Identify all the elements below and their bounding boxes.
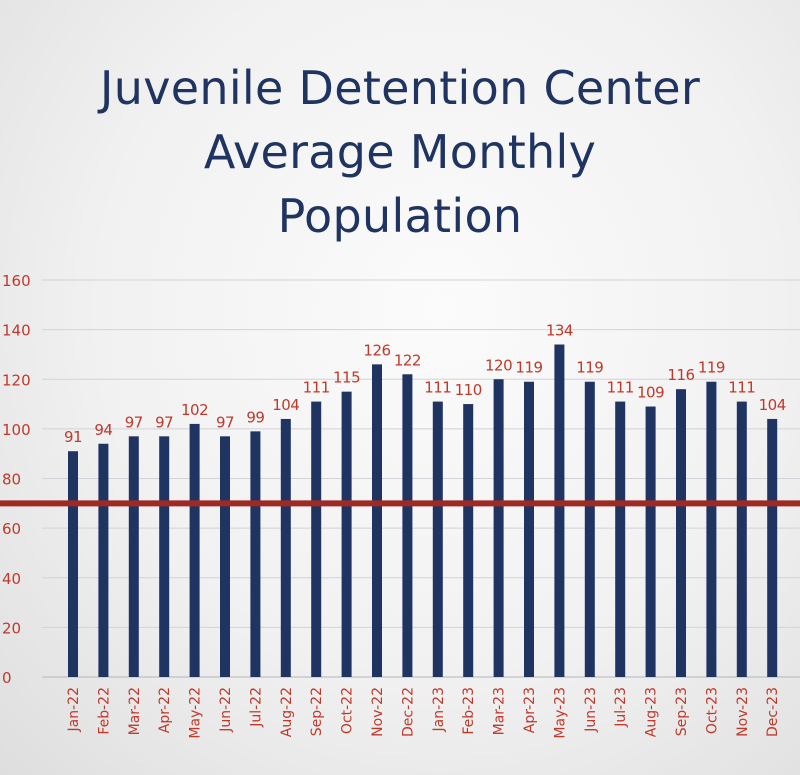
gridlines bbox=[42, 279, 800, 678]
data-label: 110 bbox=[455, 381, 482, 399]
y-tick-label: 20 bbox=[2, 619, 21, 637]
x-tick-label: Oct-22 bbox=[340, 687, 356, 734]
y-tick-label: 80 bbox=[2, 471, 21, 489]
x-tick-label: Apr-22 bbox=[157, 687, 173, 733]
x-tick-label: Sep-23 bbox=[674, 687, 690, 736]
data-label: 111 bbox=[728, 379, 755, 397]
bar bbox=[463, 404, 474, 677]
bar bbox=[767, 418, 778, 677]
bar bbox=[402, 374, 413, 677]
data-label: 116 bbox=[667, 366, 694, 384]
data-label: 97 bbox=[125, 413, 143, 431]
data-label: 115 bbox=[333, 369, 360, 387]
data-label: 111 bbox=[303, 379, 330, 397]
x-tick-label: Mar-23 bbox=[492, 687, 508, 735]
y-tick-label: 60 bbox=[2, 520, 21, 538]
chart-title-line-2: Average Monthly bbox=[203, 125, 597, 179]
bar bbox=[615, 401, 626, 677]
data-label: 97 bbox=[216, 413, 234, 431]
bar bbox=[280, 418, 291, 677]
data-label: 94 bbox=[94, 421, 112, 439]
data-label: 120 bbox=[485, 356, 512, 374]
y-tick-label: 100 bbox=[2, 421, 31, 439]
x-tick-label: Jun-23 bbox=[583, 687, 599, 733]
x-tick-label: Sep-22 bbox=[309, 687, 325, 736]
x-tick-label: May-22 bbox=[188, 687, 204, 739]
x-tick-label: Jul-22 bbox=[248, 687, 264, 728]
bar bbox=[676, 389, 686, 677]
data-label: 122 bbox=[394, 351, 421, 369]
x-tick-label: Dec-23 bbox=[765, 687, 781, 737]
y-axis: 0 20 40 60 80 100 120 140 160 bbox=[2, 272, 31, 687]
data-label: 99 bbox=[246, 408, 264, 426]
data-label: 104 bbox=[272, 396, 299, 414]
bar bbox=[584, 381, 595, 677]
bar bbox=[220, 436, 230, 677]
x-tick-label: Jan-23 bbox=[431, 687, 447, 732]
bar bbox=[706, 381, 717, 677]
x-tick-label: Apr-23 bbox=[522, 687, 538, 733]
x-tick-label: Feb-22 bbox=[96, 687, 112, 735]
x-tick-label: Nov-23 bbox=[735, 687, 751, 737]
data-label: 134 bbox=[546, 322, 573, 340]
bar bbox=[432, 401, 443, 677]
x-tick-label: Aug-23 bbox=[644, 687, 660, 737]
y-tick-label: 0 bbox=[2, 669, 12, 687]
bar bbox=[189, 423, 200, 677]
bar bbox=[311, 401, 322, 677]
bar bbox=[554, 344, 565, 677]
chart-title-line-1: Juvenile Detention Center bbox=[99, 61, 701, 115]
data-label: 111 bbox=[424, 379, 451, 397]
x-tick-label: Jun-22 bbox=[218, 687, 234, 733]
x-tick-label: Nov-22 bbox=[370, 687, 386, 737]
bar bbox=[98, 443, 109, 677]
data-label: 119 bbox=[576, 359, 603, 377]
bar bbox=[128, 436, 139, 677]
data-label: 109 bbox=[637, 384, 664, 402]
x-tick-label: Aug-22 bbox=[279, 687, 295, 737]
chart-title-line-3: Population bbox=[277, 189, 523, 243]
bar bbox=[341, 391, 352, 677]
x-tick-label: Mar-22 bbox=[127, 687, 143, 735]
bar bbox=[493, 379, 504, 677]
x-tick-label: Dec-22 bbox=[400, 687, 416, 737]
data-label: 97 bbox=[155, 413, 173, 431]
y-tick-label: 140 bbox=[2, 322, 31, 340]
x-tick-label: May-23 bbox=[552, 687, 568, 739]
bar bbox=[736, 401, 747, 677]
x-tick-label: Feb-23 bbox=[461, 687, 477, 735]
x-tick-label: Oct-23 bbox=[704, 687, 720, 734]
data-label: 126 bbox=[363, 341, 390, 359]
bar bbox=[68, 451, 78, 677]
data-label: 119 bbox=[515, 359, 542, 377]
data-label: 111 bbox=[607, 379, 634, 397]
y-tick-label: 40 bbox=[2, 570, 21, 588]
x-tick-label: Jan-22 bbox=[66, 687, 82, 732]
bar bbox=[645, 406, 656, 677]
data-label: 119 bbox=[698, 359, 725, 377]
data-label: 102 bbox=[181, 401, 208, 419]
data-label: 104 bbox=[759, 396, 786, 414]
chart-title: Juvenile Detention Center Average Monthl… bbox=[0, 56, 800, 248]
y-tick-label: 120 bbox=[2, 371, 31, 389]
bar bbox=[159, 436, 170, 677]
bar bbox=[372, 364, 382, 677]
bar bbox=[524, 381, 534, 677]
x-tick-label: Jul-23 bbox=[613, 687, 629, 728]
y-tick-label: 160 bbox=[2, 272, 31, 290]
data-label: 91 bbox=[64, 428, 82, 446]
bar bbox=[250, 431, 261, 677]
x-axis: Jan-22 Feb-22 Mar-22 Apr-22 May-22 Jun-22 Jul-… bbox=[66, 687, 781, 739]
bars bbox=[68, 344, 778, 677]
